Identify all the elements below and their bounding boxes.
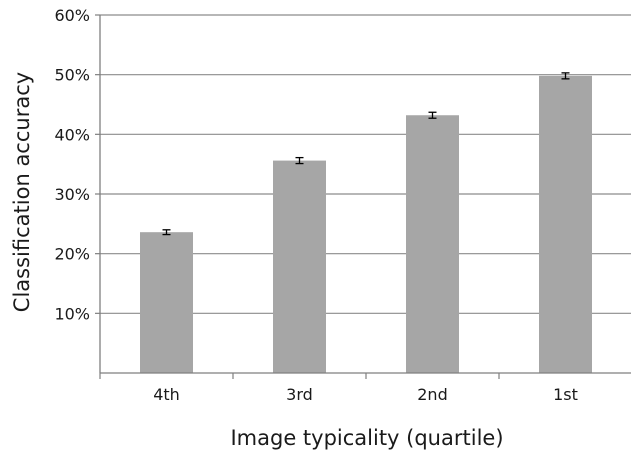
error-bars — [162, 72, 570, 236]
y-axis-title: Classification accuracy — [10, 72, 34, 312]
bar-1st — [539, 75, 592, 374]
y-tick-label: 50% — [54, 66, 90, 85]
bar-2nd — [406, 115, 459, 374]
error-bar-3rd — [295, 156, 304, 165]
y-tick-label: 20% — [54, 245, 90, 264]
x-tick-label: 1st — [553, 385, 578, 404]
error-bar-2nd — [428, 111, 437, 119]
error-bar-1st — [561, 72, 570, 80]
x-tick-label: 4th — [153, 385, 180, 404]
bar-4th — [140, 232, 193, 373]
x-axis-title: Image typicality (quartile) — [230, 426, 503, 450]
bar-3rd — [273, 160, 326, 373]
error-bar-4th — [162, 229, 171, 236]
y-tick-label: 40% — [54, 125, 90, 144]
y-tick-label: 60% — [54, 6, 90, 25]
y-axis-ticks: 10% 20% 30% 40% 50% 60% — [54, 6, 100, 323]
y-tick-label: 10% — [54, 304, 90, 323]
x-tick-label: 3rd — [286, 385, 313, 404]
y-tick-label: 30% — [54, 185, 90, 204]
x-axis-ticks: 4th 3rd 2nd 1st — [99, 373, 578, 404]
x-tick-label: 2nd — [417, 385, 447, 404]
bars — [140, 75, 592, 374]
